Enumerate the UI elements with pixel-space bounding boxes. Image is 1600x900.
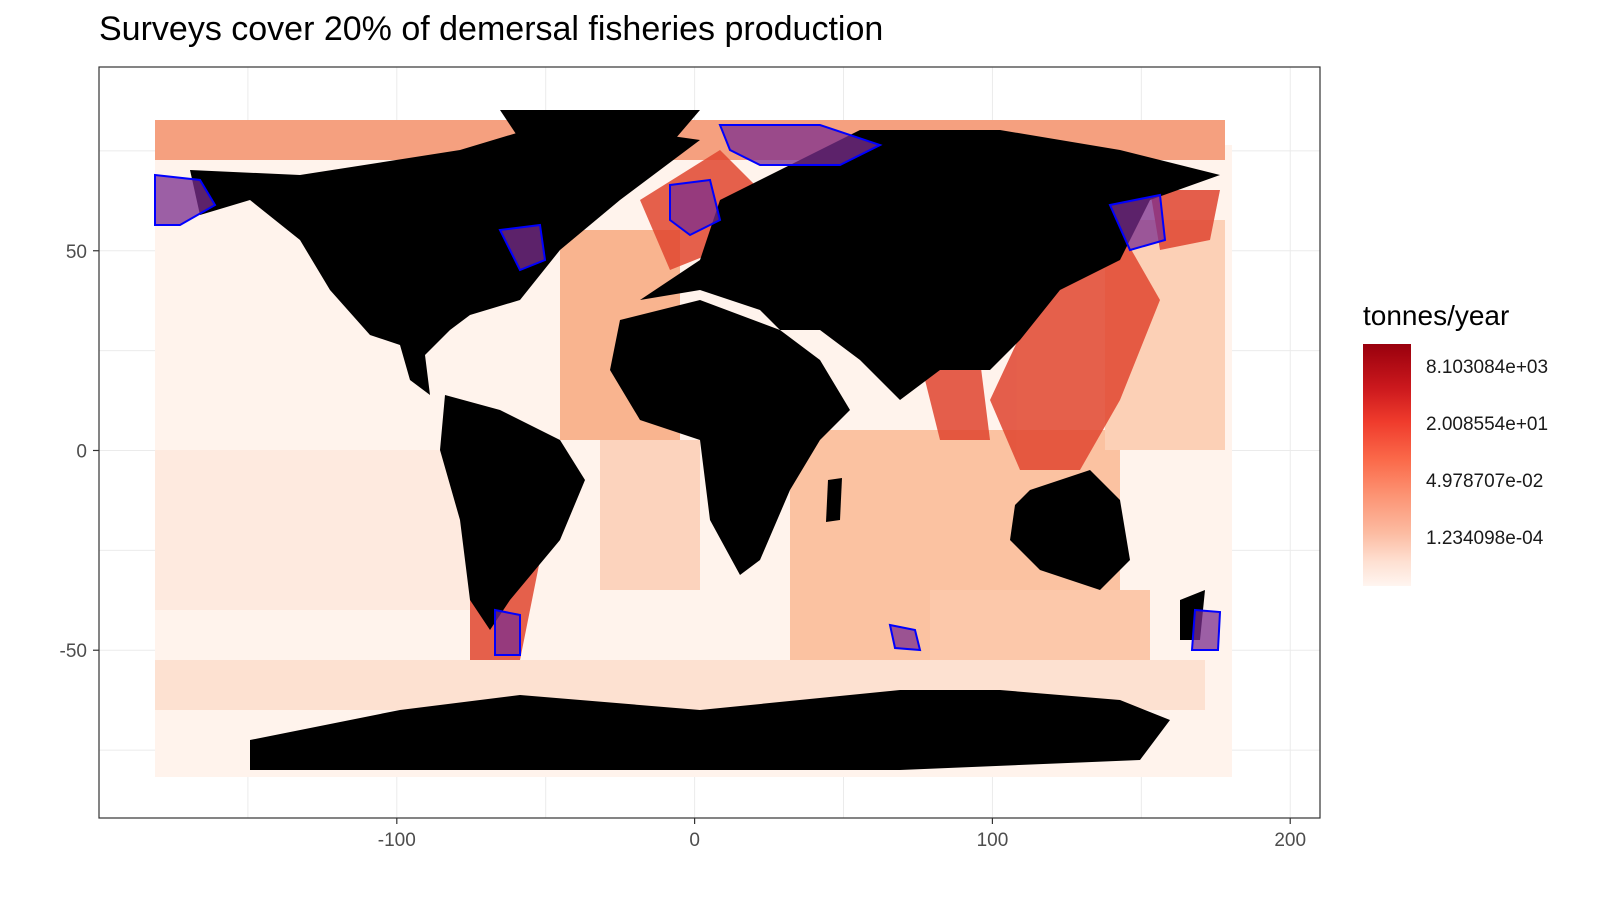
x-tick-label: 0: [689, 830, 700, 851]
ocean-band-south-pacific: [155, 450, 485, 610]
legend-label: 1.234098e-04: [1426, 528, 1544, 549]
x-tick-label: 200: [1274, 830, 1306, 851]
legend-tick: [1411, 425, 1419, 426]
eurasia: [640, 130, 1220, 400]
survey-areas: [154, 124, 1222, 656]
y-tick-label: 0: [76, 441, 87, 462]
x-axis: -100 0 100 200: [378, 818, 1306, 851]
survey-alaska: [154, 173, 217, 226]
plot-border: [98, 66, 1321, 819]
greenland: [500, 110, 700, 200]
legend-title: tonnes/year: [1363, 300, 1510, 331]
survey-new-zealand: [1190, 608, 1222, 651]
y-axis: 50 0 -50: [60, 242, 99, 662]
legend-tick: [1411, 368, 1419, 369]
legend-label: 8.103084e+03: [1426, 357, 1549, 378]
australia: [1010, 470, 1130, 590]
survey-newfoundland: [498, 223, 547, 272]
land-masses: [190, 110, 1220, 770]
south-america: [440, 395, 585, 630]
coast-bay-of-bengal: [920, 360, 990, 440]
y-tick-label: 50: [66, 242, 87, 263]
antarctica: [250, 690, 1170, 770]
x-tick-label: -100: [378, 830, 416, 851]
coast-east-asia: [990, 230, 1160, 470]
survey-barents-sea: [718, 124, 883, 166]
coast-sea-of-okhotsk: [1150, 190, 1220, 250]
survey-kerguelen: [888, 623, 922, 652]
legend-colorbar: [1363, 344, 1411, 586]
y-tick-label: -50: [60, 641, 87, 662]
ocean-band-south-atlantic: [600, 440, 700, 590]
chart-title: Surveys cover 20% of demersal fisheries …: [99, 10, 884, 48]
legend-label: 4.978707e-02: [1426, 471, 1544, 492]
madagascar: [826, 478, 842, 522]
survey-north-sea: [669, 178, 722, 237]
legend-tick: [1411, 539, 1419, 540]
ocean-band-southern: [930, 590, 1150, 660]
africa: [610, 300, 850, 575]
legend-tick: [1411, 482, 1419, 483]
survey-patagonia: [494, 608, 521, 656]
x-tick-label: 100: [977, 830, 1009, 851]
survey-okhotsk: [1108, 193, 1167, 252]
legend-label: 2.008554e+01: [1426, 414, 1549, 435]
